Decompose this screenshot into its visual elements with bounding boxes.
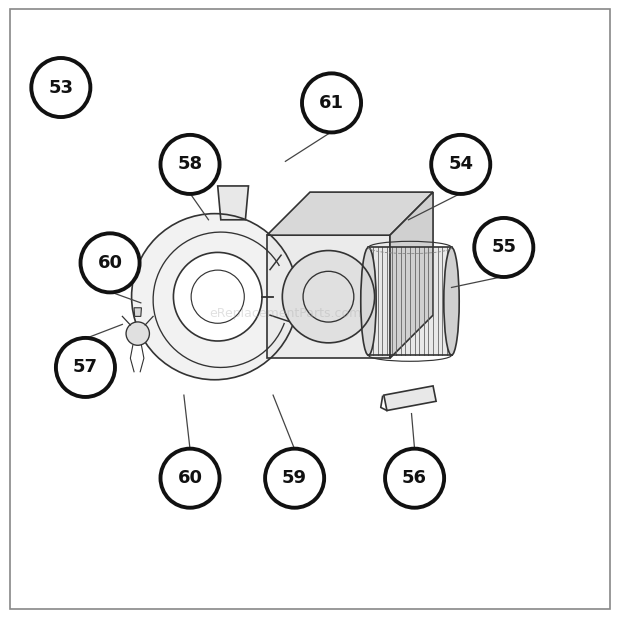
Polygon shape <box>384 386 436 410</box>
Circle shape <box>474 218 533 277</box>
Ellipse shape <box>282 250 374 343</box>
Polygon shape <box>218 186 249 220</box>
Ellipse shape <box>131 214 298 379</box>
Polygon shape <box>390 192 433 358</box>
Ellipse shape <box>444 247 459 355</box>
Text: 59: 59 <box>282 469 307 487</box>
Text: 60: 60 <box>177 469 203 487</box>
Text: 60: 60 <box>97 254 123 272</box>
Text: 57: 57 <box>73 358 98 376</box>
Circle shape <box>161 449 219 508</box>
Ellipse shape <box>174 252 262 341</box>
Text: 56: 56 <box>402 469 427 487</box>
Polygon shape <box>267 192 433 235</box>
Polygon shape <box>368 247 451 355</box>
Text: eReplacementParts.com: eReplacementParts.com <box>210 307 361 320</box>
Text: 55: 55 <box>491 239 516 256</box>
Polygon shape <box>134 308 141 316</box>
Circle shape <box>385 449 444 508</box>
Circle shape <box>81 234 140 292</box>
Polygon shape <box>267 235 390 358</box>
Text: 53: 53 <box>48 78 73 96</box>
Ellipse shape <box>126 322 149 345</box>
Circle shape <box>56 338 115 397</box>
Circle shape <box>302 74 361 132</box>
Text: 61: 61 <box>319 94 344 112</box>
Circle shape <box>31 58 91 117</box>
Text: 54: 54 <box>448 155 473 174</box>
Circle shape <box>161 135 219 194</box>
Circle shape <box>265 449 324 508</box>
Ellipse shape <box>361 247 376 355</box>
Circle shape <box>431 135 490 194</box>
Text: 58: 58 <box>177 155 203 174</box>
